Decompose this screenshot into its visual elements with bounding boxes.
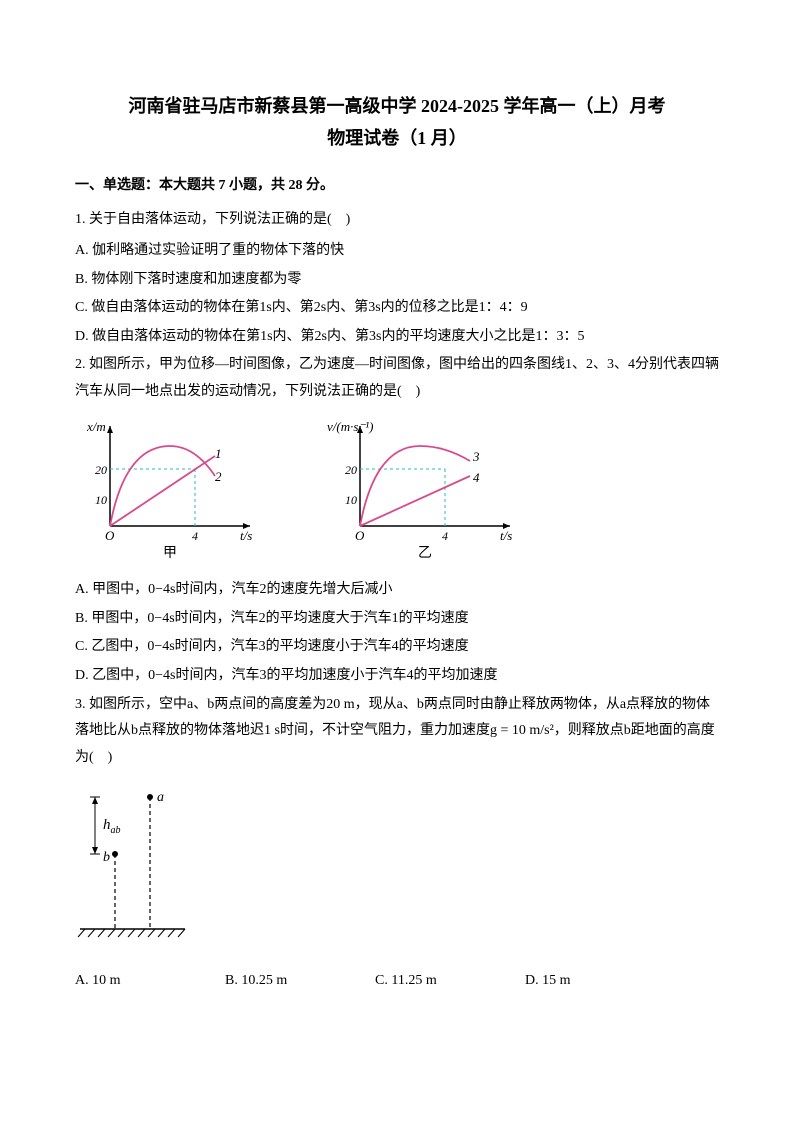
section-1-header: 一、单选题：本大题共 7 小题，共 28 分。 xyxy=(75,173,719,200)
question-3-stem: 3. 如图所示，空中a、b两点间的高度差为20 m，现从a、b两点同时由静止释放… xyxy=(75,692,719,772)
h-label: hab xyxy=(103,817,121,836)
q2-graphs: 10 20 4 1 2 x/m t/s O 甲 10 20 xyxy=(75,416,719,568)
label-a: a xyxy=(157,790,164,805)
ytick-10: 10 xyxy=(95,493,107,507)
curve1-label: 1 xyxy=(215,446,222,461)
question-3-option-a: A. 10 m xyxy=(75,968,225,995)
exam-title-line1: 河南省驻马店市新蔡县第一高级中学 2024-2025 学年高一（上）月考 xyxy=(75,90,719,122)
xlabel: t/s xyxy=(500,528,512,543)
question-2-option-b: B. 甲图中，0−4s时间内，汽车2的平均速度大于汽车1的平均速度 xyxy=(75,606,719,633)
curve2-label: 2 xyxy=(215,469,222,484)
graph-yi-svg: 10 20 4 4 3 v/(m·s⁻¹) t/s O xyxy=(325,416,525,546)
xtick-4: 4 xyxy=(192,529,198,543)
question-1-option-a: A. 伽利略通过实验证明了重的物体下落的快 xyxy=(75,238,719,265)
ylabel: v/(m·s⁻¹) xyxy=(327,419,374,434)
q3-figure: a hab b xyxy=(75,779,719,960)
ytick-10: 10 xyxy=(345,493,357,507)
ylabel: x/m xyxy=(86,419,106,434)
question-1-option-b: B. 物体刚下落时速度和加速度都为零 xyxy=(75,267,719,294)
ytick-20: 20 xyxy=(345,463,357,477)
question-1-option-c: C. 做自由落体运动的物体在第1s内、第2s内、第3s内的位移之比是1：4：9 xyxy=(75,295,719,322)
question-2-stem: 2. 如图所示，甲为位移—时间图像，乙为速度—时间图像，图中给出的四条图线1、2… xyxy=(75,352,719,405)
curve4-label: 4 xyxy=(473,470,480,485)
graph-yi: 10 20 4 4 3 v/(m·s⁻¹) t/s O 乙 xyxy=(325,416,525,568)
question-1-stem: 1. 关于自由落体运动，下列说法正确的是( ) xyxy=(75,207,719,234)
exam-title-line2: 物理试卷（1 月） xyxy=(75,122,719,154)
graph-jia: 10 20 4 1 2 x/m t/s O 甲 xyxy=(75,416,265,568)
question-1-option-d: D. 做自由落体运动的物体在第1s内、第2s内、第3s内的平均速度大小之比是1：… xyxy=(75,324,719,351)
graph-jia-svg: 10 20 4 1 2 x/m t/s O xyxy=(75,416,265,546)
svg-text:O: O xyxy=(355,528,365,543)
ytick-20: 20 xyxy=(95,463,107,477)
curve3-label: 3 xyxy=(472,449,480,464)
graph-jia-caption: 甲 xyxy=(163,541,177,568)
question-2-option-d: D. 乙图中，0−4s时间内，汽车3的平均加速度小于汽车4的平均加速度 xyxy=(75,663,719,690)
xlabel: t/s xyxy=(240,528,252,543)
question-3-option-d: D. 15 m xyxy=(525,968,675,995)
label-b: b xyxy=(103,850,110,865)
question-3-options: A. 10 m B. 10.25 m C. 11.25 m D. 15 m xyxy=(75,968,719,995)
question-3-option-b: B. 10.25 m xyxy=(225,968,375,995)
xtick-4: 4 xyxy=(442,529,448,543)
graph-yi-caption: 乙 xyxy=(418,541,432,568)
svg-text:O: O xyxy=(105,528,115,543)
question-3-option-c: C. 11.25 m xyxy=(375,968,525,995)
question-2-option-c: C. 乙图中，0−4s时间内，汽车3的平均速度小于汽车4的平均速度 xyxy=(75,634,719,661)
question-2-option-a: A. 甲图中，0−4s时间内，汽车2的速度先增大后减小 xyxy=(75,577,719,604)
q3-figure-svg: a hab b xyxy=(75,779,195,949)
